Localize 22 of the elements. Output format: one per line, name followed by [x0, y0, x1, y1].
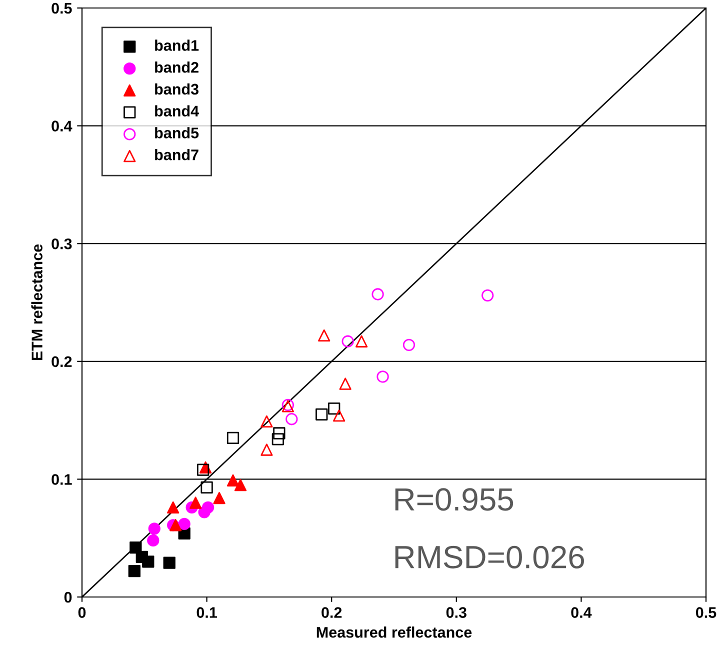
- y-tick-label: 0: [64, 592, 72, 603]
- x-tick-label: 0.2: [322, 607, 342, 618]
- x-axis-title: Measured reflectance: [316, 626, 472, 638]
- x-tick-label: 0: [78, 607, 86, 618]
- x-tick-label: 0.1: [196, 607, 217, 618]
- annotation: R=0.955: [395, 488, 514, 511]
- annotation: RMSD=0.026: [395, 546, 584, 568]
- y-tick-label: 0.3: [52, 238, 72, 250]
- y-axis-title: ETM reflectance: [31, 244, 42, 360]
- legend-label: band7: [155, 149, 198, 160]
- y-tick-label: 0.2: [52, 356, 72, 368]
- legend-label: band1: [155, 40, 199, 51]
- y-tick-label: 0.4: [52, 120, 72, 132]
- legend-label: band5: [155, 127, 199, 138]
- x-tick-label: 0.4: [571, 607, 592, 618]
- x-tick-label: 0.5: [696, 607, 716, 618]
- legend-label: band4: [155, 105, 199, 117]
- legend-label: band3: [155, 83, 198, 95]
- y-tick-label: 0.5: [52, 2, 72, 14]
- legend-label: band2: [155, 62, 198, 73]
- y-tick-label: 0.1: [52, 474, 72, 485]
- x-tick-label: 0.3: [446, 607, 466, 618]
